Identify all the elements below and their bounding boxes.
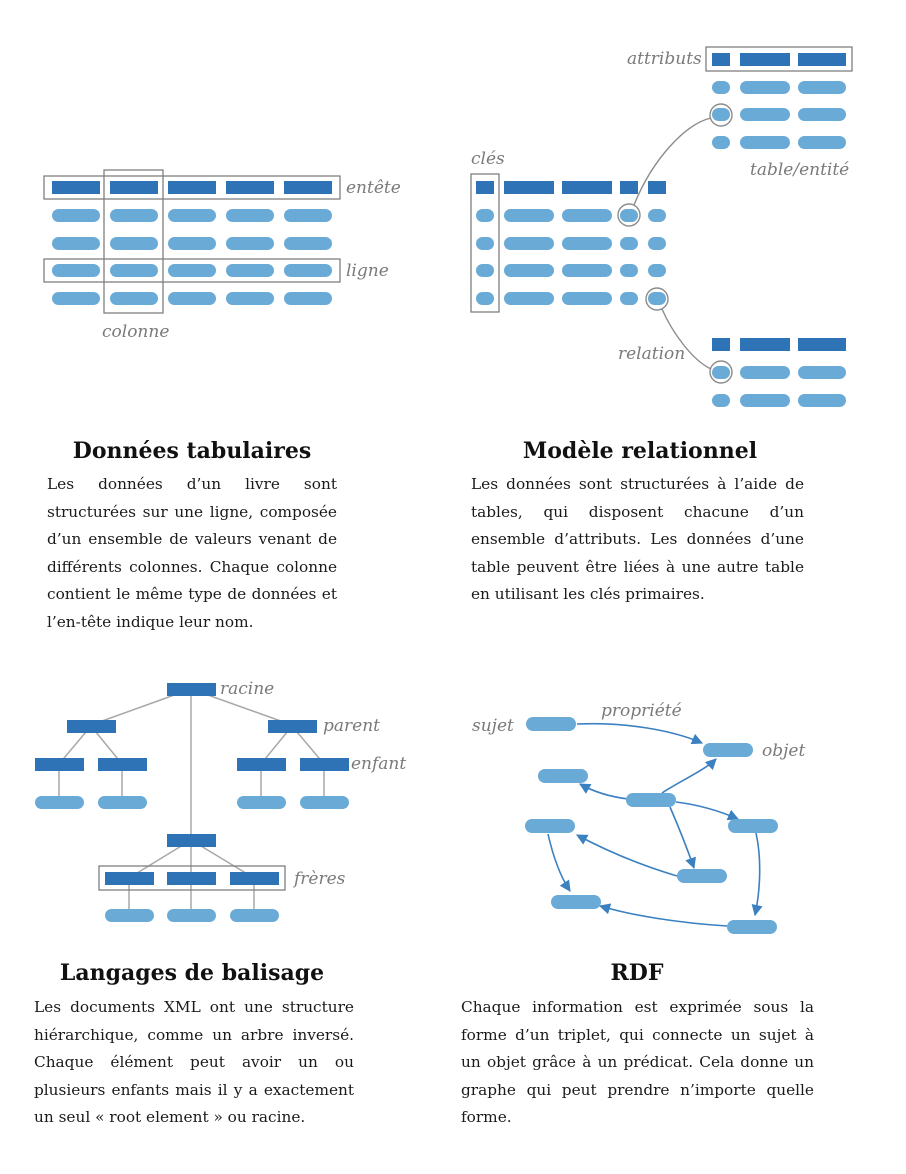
rdf-edges: [547, 722, 763, 927]
label-relation: relation: [618, 344, 685, 364]
label-sujet: sujet: [472, 716, 514, 736]
keys-column-box: [470, 173, 500, 313]
tabular-diagram: entête ligne colonne: [43, 169, 401, 342]
markup-title: Langages de balisage: [59, 960, 325, 986]
rdf-description: Chaque information est exprimée sous la …: [461, 998, 814, 1126]
markup-tree-diagram: racine parent enfant frères: [35, 679, 406, 922]
label-colonne: colonne: [102, 322, 169, 342]
related-table: [712, 338, 846, 407]
label-propriete: propriété: [601, 701, 682, 721]
label-racine: racine: [220, 679, 274, 699]
label-freres: frères: [292, 869, 346, 889]
label-enfant: enfant: [351, 754, 406, 774]
tabular-header-row: [52, 181, 332, 194]
attributes-table: [705, 46, 853, 149]
relation-links: [617, 103, 733, 384]
relational-description: Les données sont structurées à l’aide de…: [471, 475, 804, 603]
tabular-column-box: [103, 169, 164, 314]
markup-description: Les documents XML ont une structure hiér…: [34, 998, 354, 1126]
relational-title: Modèle relationnel: [522, 438, 758, 464]
tabular-row-box: [43, 258, 341, 283]
label-entete: entête: [346, 178, 401, 198]
tree-element-nodes: [35, 683, 349, 885]
tree-leaf-nodes: [35, 796, 349, 922]
rdf-title: RDF: [610, 960, 664, 986]
label-ligne: ligne: [346, 261, 389, 281]
tabular-header-box: [43, 175, 341, 200]
rdf-graph-diagram: sujet propriété objet: [472, 701, 805, 934]
label-objet: objet: [762, 741, 805, 761]
label-table-entite: table/entité: [750, 160, 849, 180]
rdf-nodes: [525, 717, 778, 934]
tabular-description: Les données d’un livre sont structurées …: [47, 475, 337, 631]
relational-diagram: attributs table/entité clés relation: [470, 46, 853, 407]
tabular-title: Données tabulaires: [72, 438, 312, 464]
siblings-box: [98, 865, 286, 891]
label-cles: clés: [471, 149, 505, 169]
main-table: [470, 173, 666, 313]
tabular-cells: [52, 209, 332, 305]
label-parent: parent: [323, 716, 380, 736]
label-attributs: attributs: [627, 49, 702, 69]
